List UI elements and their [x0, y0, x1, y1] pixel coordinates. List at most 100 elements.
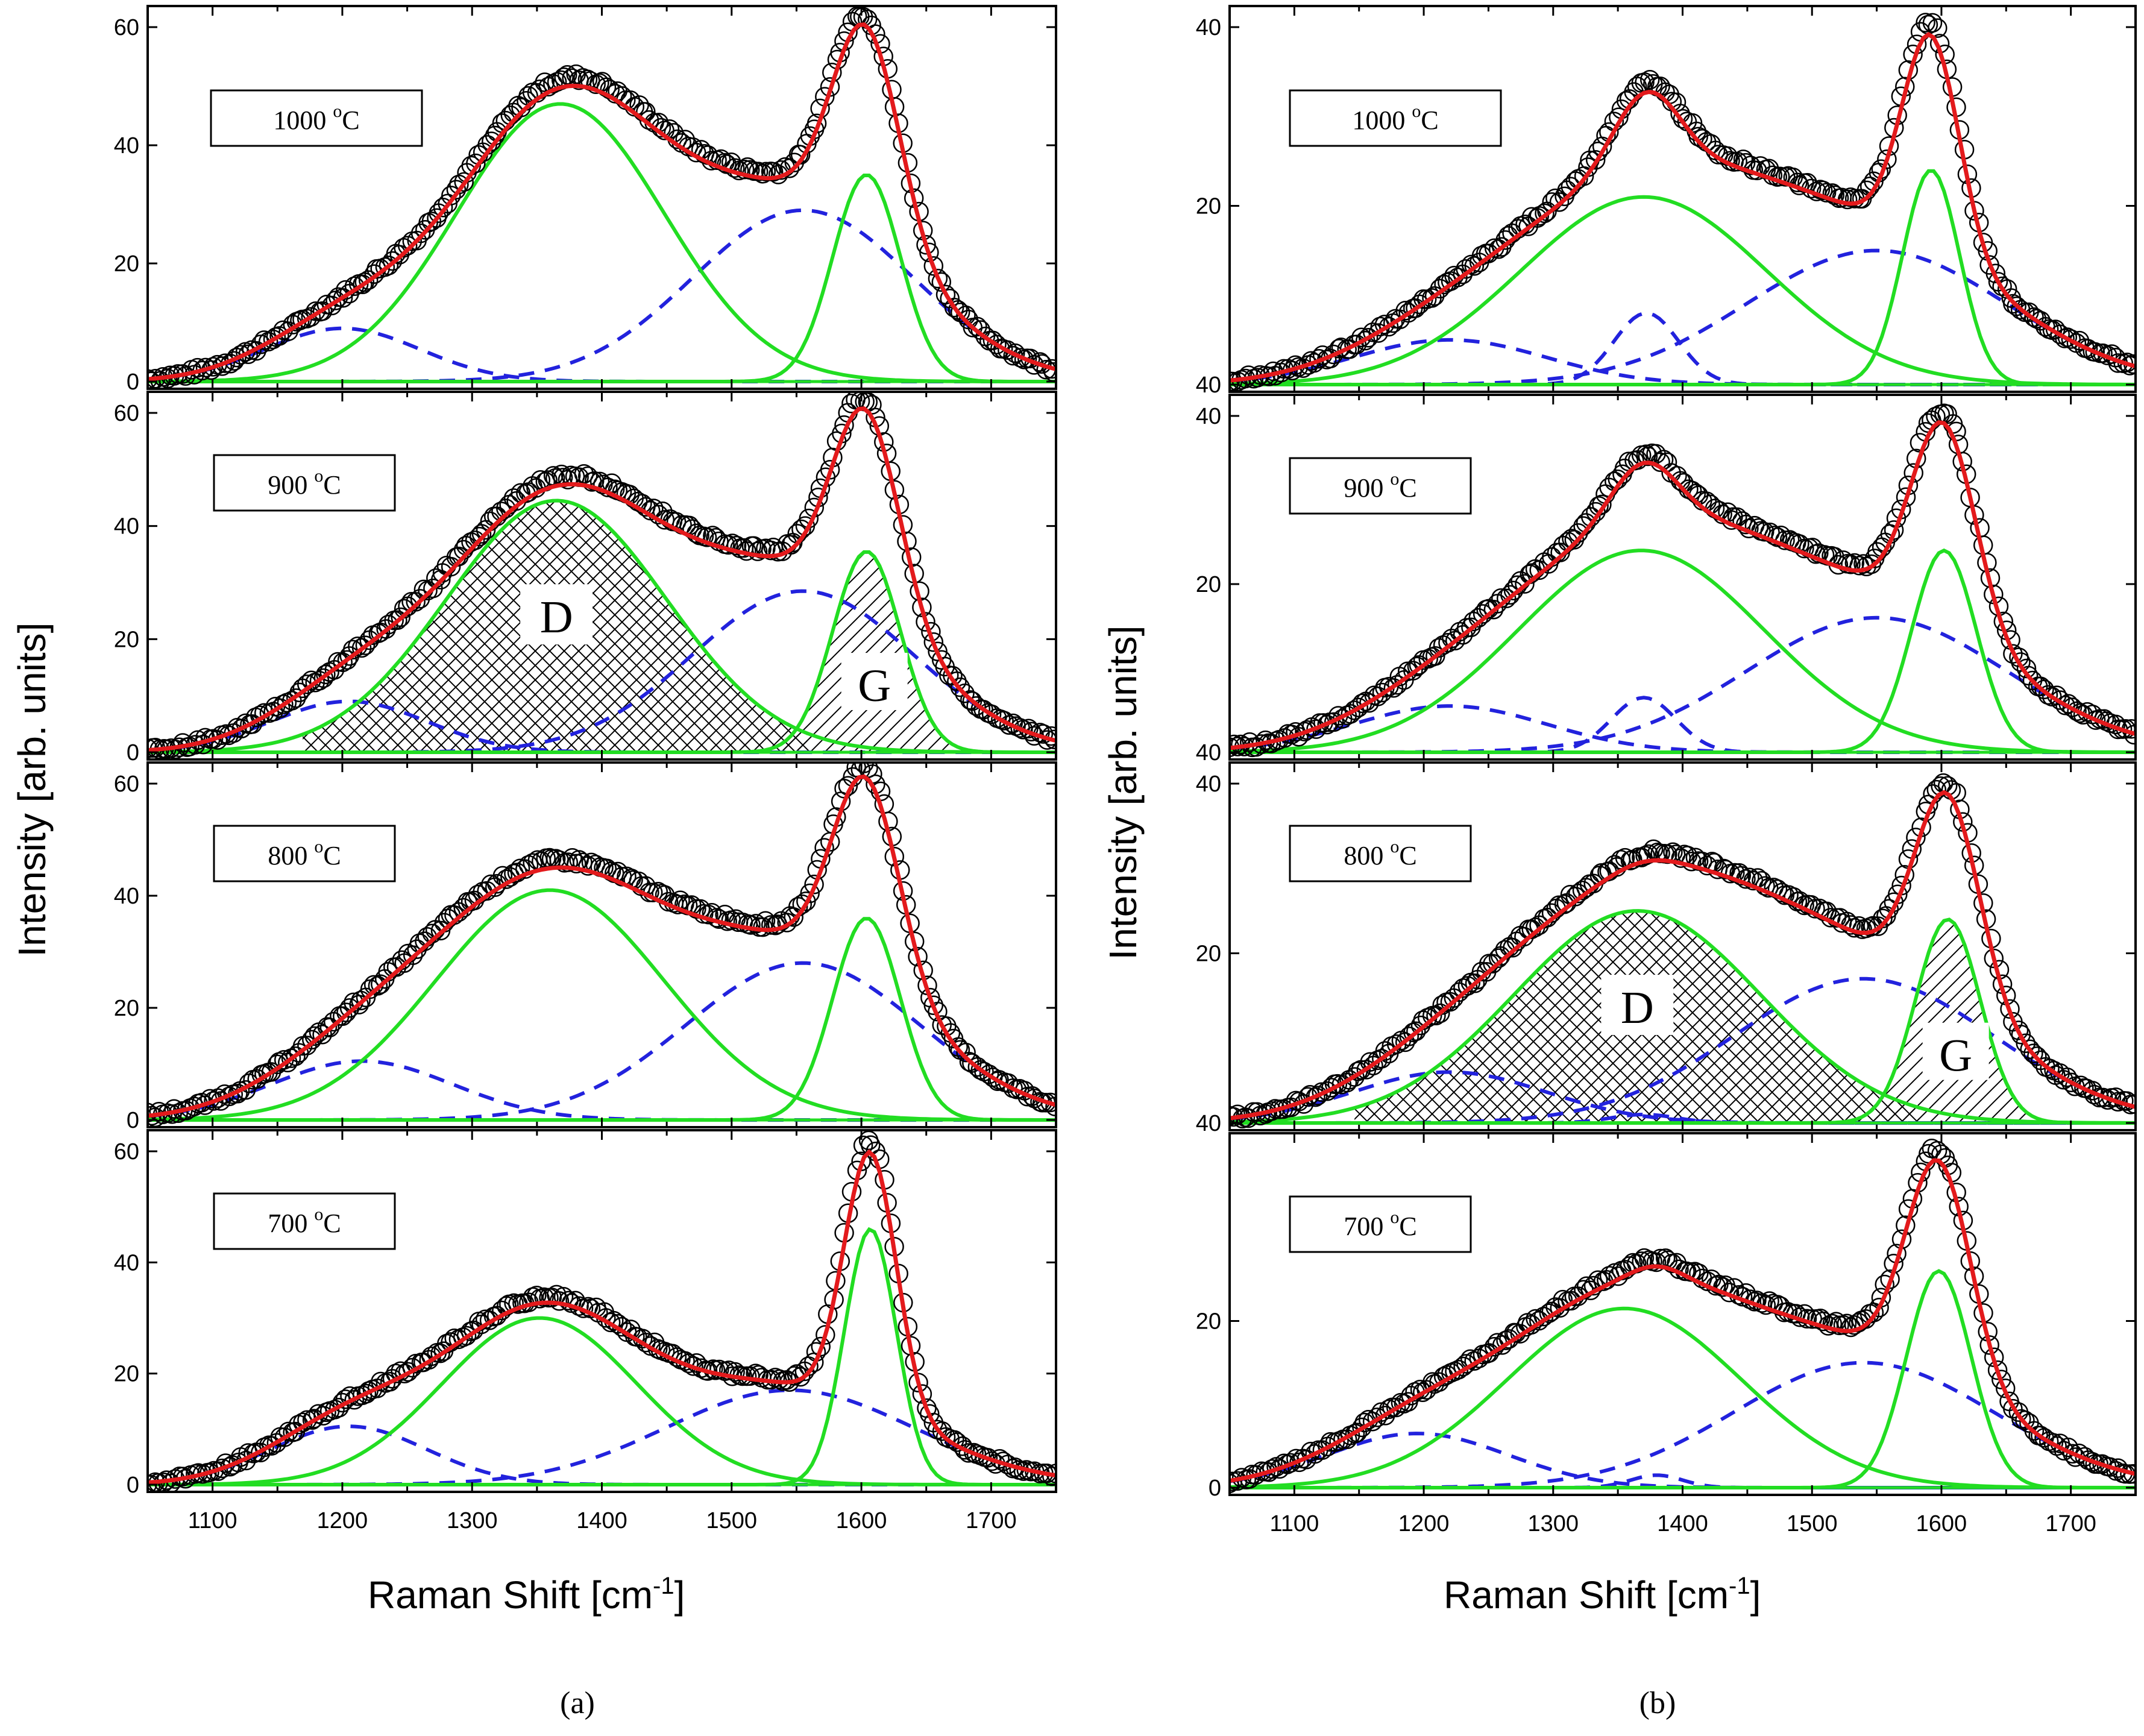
data-point — [313, 1406, 333, 1426]
temperature-value: 800 — [268, 841, 314, 870]
ylabel-text-b: Intensity [arb. units] — [1101, 626, 1145, 960]
data-point — [2054, 1441, 2074, 1461]
G-label-bg — [1922, 1022, 1989, 1080]
data-point — [1324, 712, 1344, 732]
background-band-B2 — [148, 961, 1056, 1122]
data-point — [319, 1017, 340, 1038]
data-point — [375, 257, 395, 277]
data-point — [270, 698, 291, 719]
subplot-frame — [146, 761, 1057, 1128]
temperature-value: 700 — [268, 1209, 314, 1238]
data-point — [1592, 494, 1612, 515]
data-point — [1822, 1313, 1843, 1334]
data-point — [756, 162, 776, 181]
xtick-label: 1300 — [1528, 1511, 1579, 1536]
temperature-unit: C — [1399, 841, 1416, 870]
D-band-curve — [1230, 1306, 2136, 1489]
ylabel-right: Intensity [arb. units] — [1101, 626, 1145, 960]
data-point — [1503, 938, 1523, 958]
data-point — [2055, 329, 2075, 348]
data-point — [1861, 554, 1882, 574]
data-point — [2054, 1069, 2073, 1090]
data-point — [379, 256, 399, 275]
data-point — [448, 546, 469, 567]
temperature-value: 900 — [268, 470, 314, 500]
data-point — [753, 163, 773, 184]
degree-symbol: o — [1390, 837, 1399, 857]
degree-symbol: o — [333, 101, 342, 121]
data-point — [1387, 675, 1407, 695]
ytick-label: 60 — [114, 15, 139, 40]
D-band-curve — [148, 102, 1056, 383]
data-point — [2016, 1033, 2036, 1053]
data-point — [1037, 730, 1056, 750]
data-point — [1358, 328, 1379, 348]
subplot-b-700: 0 20 700 oC 1100 1200 1300 1400 1500 1600 1700 — [1196, 1132, 2137, 1536]
data-point — [2034, 679, 2054, 700]
data-point — [1987, 1360, 2008, 1380]
data-point — [286, 1046, 306, 1066]
data-point — [1483, 599, 1504, 620]
data-point — [301, 307, 321, 327]
temperature-label: 800 oC — [268, 837, 341, 870]
degree-symbol: o — [1390, 469, 1399, 489]
data-point — [804, 875, 824, 895]
data-point — [441, 186, 461, 206]
data-point — [687, 899, 706, 919]
ytick-label: 40 — [1196, 373, 1221, 398]
data-point — [1407, 656, 1427, 676]
temperature-box — [213, 454, 396, 512]
ytick-label: 20 — [114, 251, 139, 277]
data-point — [1916, 13, 1935, 33]
data-point — [1306, 719, 1326, 739]
data-point — [1884, 520, 1904, 540]
background-band-B2 — [1230, 615, 2136, 754]
data-point — [351, 638, 372, 658]
ytick-label: 0 — [127, 1108, 139, 1133]
G-label-bg — [841, 653, 908, 711]
data-point — [431, 570, 451, 590]
total-fit-curve — [1230, 31, 2136, 383]
ytick-label: 20 — [1196, 572, 1221, 597]
data-point — [368, 976, 388, 996]
background-band-B2 — [1230, 248, 2136, 386]
data-point — [967, 316, 987, 337]
data-point — [2008, 1021, 2029, 1040]
data-point — [2050, 690, 2070, 710]
data-point — [967, 1057, 988, 1077]
data-point — [1438, 633, 1458, 653]
subplot-plot-area — [148, 392, 1056, 760]
data-point — [1585, 149, 1606, 170]
data-point — [1869, 1298, 1889, 1318]
background-band-B2 — [1230, 1360, 2136, 1489]
data-point — [908, 1373, 928, 1392]
G-band-hatch — [782, 552, 951, 752]
data-point — [981, 704, 1002, 725]
data-point — [748, 162, 769, 181]
ytick-label: 40 — [114, 133, 139, 159]
temperature-box — [1289, 89, 1502, 147]
xlabel-b: Raman Shift [cm-1] — [1444, 1573, 1761, 1617]
data-point — [543, 74, 563, 94]
data-point — [312, 301, 333, 321]
data-point — [333, 652, 353, 672]
data-point — [325, 1400, 345, 1420]
G-label: G — [1939, 1031, 1972, 1081]
total-fit-curve — [148, 1149, 1056, 1485]
data-point — [923, 256, 944, 276]
xlabel-a-end: ] — [674, 1573, 685, 1617]
subplot-b-900: 40 20 40 900 oC — [1196, 394, 2137, 766]
temperature-value: 800 — [1344, 841, 1390, 870]
D-band-curve — [148, 498, 1056, 754]
subplot-a-900: 0 20 40 60 900 oC D G — [114, 391, 1057, 766]
data-point — [1515, 574, 1535, 594]
ytick-label: 0 — [127, 740, 139, 766]
xlabel-b-main: Raman Shift [cm — [1444, 1573, 1729, 1617]
ytick-label: 60 — [114, 1139, 139, 1165]
data-point — [1348, 697, 1369, 717]
data-point — [726, 535, 747, 556]
xtick-label: 1700 — [2045, 1511, 2096, 1536]
data-point — [994, 711, 1014, 731]
data-point — [333, 288, 353, 308]
total-fit-curve — [1230, 1158, 2136, 1483]
